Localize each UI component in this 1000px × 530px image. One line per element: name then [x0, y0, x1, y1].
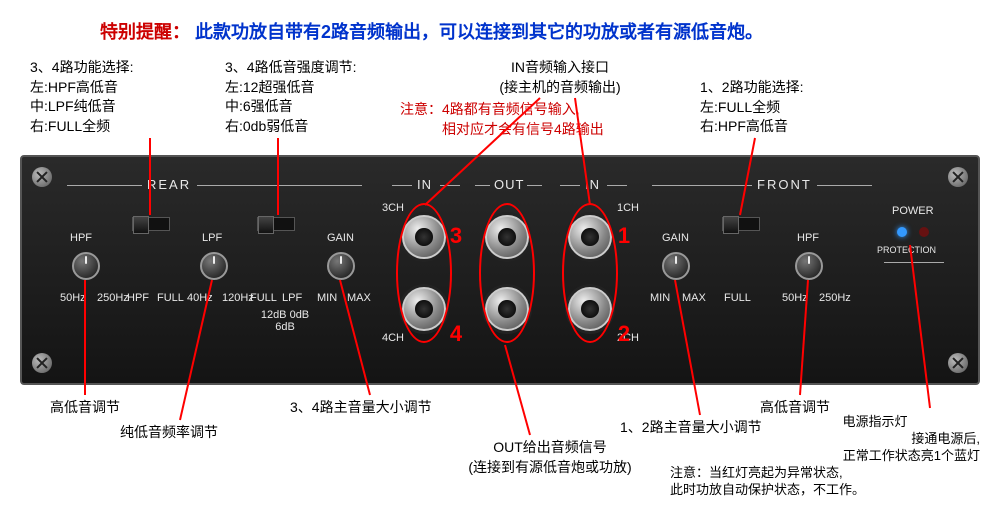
front-gain-knob[interactable]	[662, 252, 690, 280]
section-line	[607, 185, 627, 186]
section-in1: IN	[417, 177, 432, 192]
front-hpf-knob[interactable]	[795, 252, 823, 280]
label-gain34: 3、4路主音量大小调节	[290, 398, 432, 418]
red-num-2: 2	[610, 321, 638, 349]
label-bass34: 3、4路低音强度调节: 左:12超强低音 中:6强低音 右:0db弱低音	[225, 58, 356, 136]
red-num-4: 4	[442, 321, 470, 349]
front-gain-label: GAIN	[662, 232, 689, 244]
red-oval-in34	[396, 203, 452, 343]
label-in-title: IN音频输入接口 (接主机的音频输出)	[470, 58, 650, 97]
rear-hpf-label: HPF	[70, 232, 92, 244]
power-label: POWER	[892, 205, 934, 217]
section-in2: IN	[585, 177, 600, 192]
label-func34: 3、4路功能选择: 左:HPF高低音 中:LPF纯低音 右:FULL全频	[30, 58, 133, 136]
amplifier-panel: REAR IN OUT IN FRONT HPF 50Hz 250Hz HPF …	[20, 155, 980, 385]
label-lpf-freq: 纯低音频率调节	[120, 423, 218, 443]
section-front: FRONT	[757, 177, 812, 192]
label-gain12: 1、2路主音量大小调节	[620, 418, 762, 438]
screw-icon	[32, 167, 52, 187]
protection-label: PROTECTION	[877, 245, 936, 255]
section-line	[392, 185, 412, 186]
led-power	[897, 227, 907, 237]
screw-icon	[948, 353, 968, 373]
header-warning: 特别提醒： 此款功放自带有2路音频输出，可以连接到其它的功放或者有源低音炮。	[100, 18, 763, 44]
section-line	[560, 185, 580, 186]
front-hpf-label: HPF	[797, 232, 819, 244]
red-oval-out	[479, 203, 535, 343]
screw-icon	[32, 353, 52, 373]
label-pwr: 电源指示灯 接通电源后, 正常工作状态亮1个蓝灯 注意：当红灯亮起为异常状态, …	[770, 414, 980, 498]
led-protection	[919, 227, 929, 237]
section-line	[652, 185, 752, 186]
label-out: OUT给出音频信号 (连接到有源低音炮或功放)	[440, 438, 660, 477]
label-hl1: 高低音调节	[50, 398, 120, 418]
section-line	[67, 185, 142, 186]
header-prefix: 特别提醒：	[100, 22, 190, 42]
label-func12: 1、2路功能选择: 左:FULL全频 右:HPF高低音	[700, 78, 803, 137]
rear-lpf-label: LPF	[202, 232, 222, 244]
rear-gain-label: GAIN	[327, 232, 354, 244]
rear-lpf-knob[interactable]	[200, 252, 228, 280]
rear-switch2[interactable]	[257, 217, 295, 231]
section-line	[475, 185, 490, 186]
section-rear: REAR	[147, 177, 191, 192]
screw-icon	[948, 167, 968, 187]
red-oval-in12	[562, 203, 618, 343]
front-switch[interactable]	[722, 217, 760, 231]
section-line	[817, 185, 872, 186]
rear-gain-knob[interactable]	[327, 252, 355, 280]
section-line	[197, 185, 362, 186]
section-out: OUT	[494, 177, 524, 192]
rear-switch1[interactable]	[132, 217, 170, 231]
rear-hpf-knob[interactable]	[72, 252, 100, 280]
header-text: 此款功放自带有2路音频输出，可以连接到其它的功放或者有源低音炮。	[195, 22, 763, 42]
section-line	[440, 185, 460, 186]
section-line	[527, 185, 542, 186]
label-in-note: 注意：4路都有音频信号输入, 相对应才会有信号4路输出	[400, 100, 604, 139]
